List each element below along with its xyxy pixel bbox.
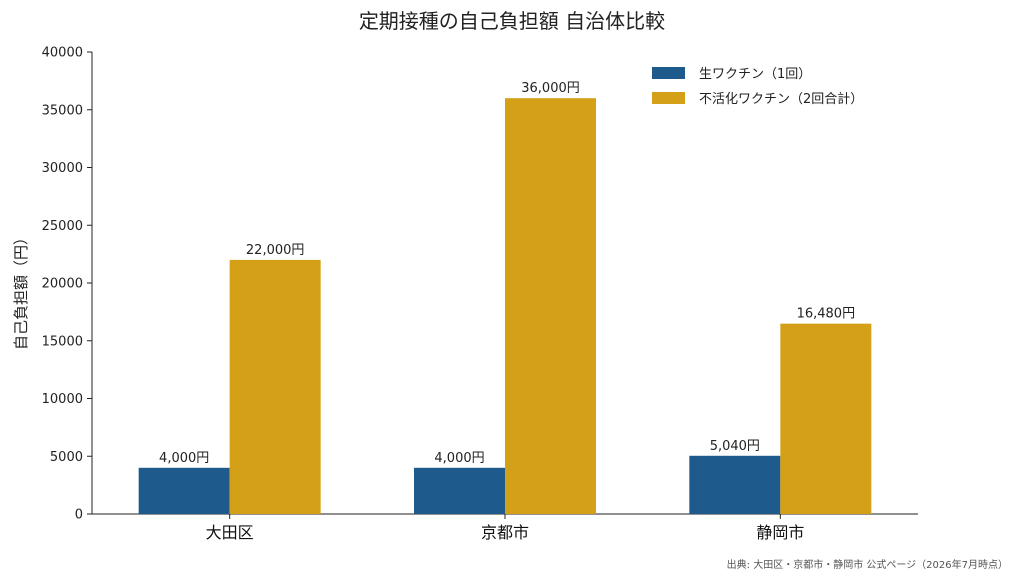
legend-label: 生ワクチン（1回） <box>699 67 811 82</box>
y-tick-label: 15000 <box>42 334 83 349</box>
legend-swatch <box>652 67 685 79</box>
data-label: 16,480円 <box>797 307 856 322</box>
y-tick-label: 5000 <box>50 450 83 465</box>
y-tick-label: 0 <box>75 508 83 523</box>
y-tick-label: 40000 <box>42 46 83 61</box>
data-label: 22,000円 <box>246 243 305 258</box>
x-tick-label: 静岡市 <box>756 523 804 542</box>
axes: 0 5000 10000 15000 20000 25000 30000 35000 40000… <box>42 46 918 542</box>
legend: 生ワクチン（1回） 不活化ワクチン（2回合計） <box>652 67 863 107</box>
bar <box>414 467 505 514</box>
y-tick-label: 35000 <box>42 103 83 118</box>
y-tick-label: 20000 <box>42 277 83 292</box>
legend-swatch <box>652 92 685 104</box>
data-label: 36,000円 <box>521 81 580 96</box>
bar <box>780 323 872 514</box>
legend-label: 不活化ワクチン（2回合計） <box>699 91 863 107</box>
bar <box>229 259 321 514</box>
data-label: 5,040円 <box>710 439 760 454</box>
data-label: 4,000円 <box>159 451 209 466</box>
x-tick-label: 京都市 <box>481 523 529 542</box>
data-label: 4,000円 <box>434 451 484 466</box>
y-tick-label: 10000 <box>42 392 83 407</box>
bar <box>138 467 230 514</box>
y-tick-label: 25000 <box>42 219 83 234</box>
chart-title: 定期接種の自己負担額 自治体比較 <box>359 9 665 33</box>
source-note: 出典: 大田区・京都市・静岡市 公式ページ（2026年7月時点） <box>727 558 1008 571</box>
bars: 4,000円 22,000円 4,000円 36,000円 5,040円 16,480円 <box>138 81 872 514</box>
x-tick-label: 大田区 <box>206 523 254 542</box>
y-tick-label: 30000 <box>42 161 83 176</box>
y-axis-label: 自己負担額（円） <box>12 230 30 350</box>
bar <box>505 98 596 514</box>
bar <box>689 455 781 514</box>
